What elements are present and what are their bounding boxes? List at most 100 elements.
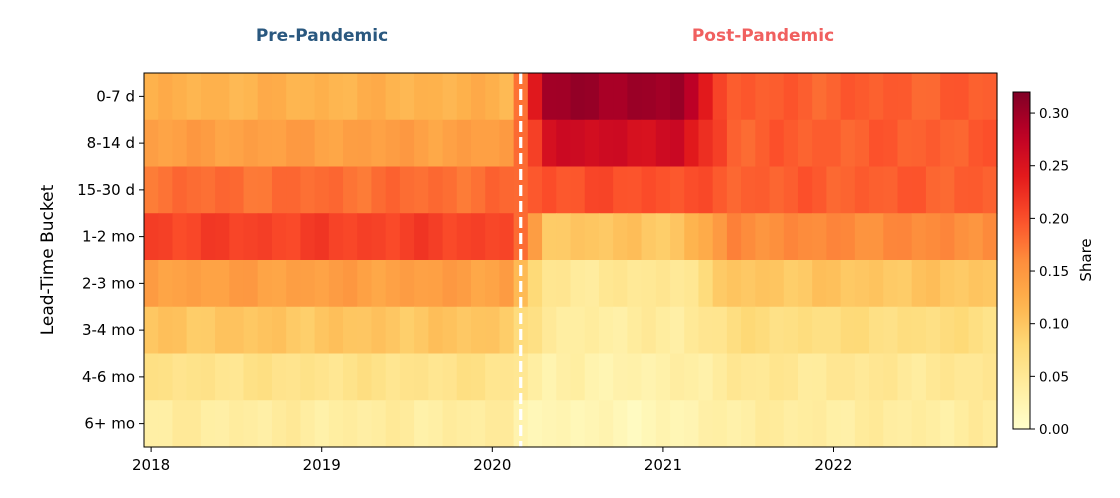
- heatmap-cell: [456, 306, 472, 355]
- heatmap-cell: [613, 260, 628, 308]
- heatmap-cell: [257, 166, 273, 214]
- heatmap-cell: [499, 119, 515, 168]
- heatmap-cell: [584, 306, 600, 355]
- heatmap-cell: [925, 306, 941, 355]
- heatmap-cell: [940, 119, 955, 168]
- heatmap-cell: [385, 260, 401, 308]
- heatmap-cell: [399, 73, 415, 121]
- y-tick-label: 1-2 mo: [82, 228, 135, 246]
- heatmap-cell: [357, 119, 373, 168]
- heatmap-cell: [300, 400, 316, 448]
- heatmap-cell: [527, 260, 543, 308]
- heatmap-cell: [968, 353, 984, 401]
- heatmap-cell: [200, 400, 216, 448]
- heatmap-cell: [726, 73, 742, 121]
- heatmap-cell: [343, 260, 358, 308]
- heatmap-cell: [570, 400, 586, 448]
- heatmap-cell: [200, 260, 216, 308]
- y-tick-label: 3-4 mo: [82, 321, 135, 339]
- heatmap-cell: [627, 73, 643, 121]
- heatmap-cell: [769, 73, 785, 121]
- heatmap-cell: [556, 166, 572, 214]
- heatmap-cell: [883, 306, 899, 355]
- heatmap-cell: [982, 213, 998, 261]
- heatmap-cell: [485, 119, 501, 168]
- heatmap-cell: [300, 166, 316, 214]
- heatmap-cell: [641, 73, 657, 121]
- heatmap-cell: [499, 260, 515, 308]
- heatmap-cell: [428, 260, 444, 308]
- heatmap-cell: [328, 73, 344, 121]
- heatmap-cell: [712, 213, 728, 261]
- heatmap-cell: [741, 73, 756, 121]
- heatmap-cell: [470, 353, 486, 401]
- heatmap-cell: [670, 213, 685, 261]
- heatmap-cell: [172, 353, 188, 401]
- heatmap-cell: [300, 213, 316, 261]
- y-tick-label: 0-7 d: [96, 87, 135, 105]
- heatmap-cell: [314, 213, 330, 261]
- heatmap-cell: [854, 400, 870, 448]
- heatmap-cell: [854, 166, 870, 214]
- heatmap-cell: [812, 119, 827, 168]
- heatmap-cell: [982, 119, 998, 168]
- heatmap-cell: [470, 73, 486, 121]
- heatmap-cell: [726, 353, 742, 401]
- heatmap-cell: [456, 260, 472, 308]
- heatmap-cell: [158, 166, 174, 214]
- heatmap-cell: [172, 213, 188, 261]
- heatmap-cell: [684, 353, 700, 401]
- heatmap-cell: [897, 306, 913, 355]
- heatmap-cell: [215, 400, 230, 448]
- heatmap-cell: [840, 73, 856, 121]
- heatmap-cell: [940, 306, 955, 355]
- heatmap-cell: [414, 400, 429, 448]
- heatmap-cell: [982, 353, 998, 401]
- heatmap-cell: [869, 119, 884, 168]
- heatmap-cell: [172, 73, 188, 121]
- heatmap-cell: [769, 166, 785, 214]
- heatmap-cell: [840, 119, 856, 168]
- heatmap-cell: [911, 260, 927, 308]
- heatmap-cell: [456, 353, 472, 401]
- heatmap-cell: [556, 260, 572, 308]
- heatmap-cell: [300, 353, 316, 401]
- heatmap-cell: [968, 306, 984, 355]
- heatmap-cell: [670, 353, 685, 401]
- heatmap-cell: [286, 73, 301, 121]
- heatmap-cell: [726, 400, 742, 448]
- heatmap-cell: [940, 213, 955, 261]
- heatmap-cell: [755, 73, 771, 121]
- y-tick-label: 2-3 mo: [82, 274, 135, 292]
- heatmap-cell: [456, 166, 472, 214]
- heatmap-cell: [257, 306, 273, 355]
- heatmap-cell: [584, 119, 600, 168]
- heatmap-cell: [641, 213, 657, 261]
- heatmap-cell: [627, 353, 643, 401]
- heatmap-cell: [456, 400, 472, 448]
- heatmap-cell: [613, 213, 628, 261]
- heatmap-cell: [954, 73, 970, 121]
- heatmap-cell: [343, 213, 358, 261]
- heatmap-cell: [726, 260, 742, 308]
- heatmap-cell: [300, 260, 316, 308]
- heatmap-cell: [854, 119, 870, 168]
- heatmap-cell: [584, 400, 600, 448]
- heatmap-cell: [399, 166, 415, 214]
- heatmap-cell: [286, 353, 301, 401]
- heatmap-cell: [428, 306, 444, 355]
- heatmap-cell: [883, 400, 899, 448]
- heatmap-cell: [271, 73, 287, 121]
- heatmap-cell: [257, 400, 273, 448]
- heatmap-cell: [598, 119, 614, 168]
- heatmap-cell: [357, 353, 373, 401]
- heatmap-cell: [940, 260, 955, 308]
- heatmap-cell: [357, 213, 373, 261]
- heatmap-cell: [598, 73, 614, 121]
- heatmap-cell: [925, 213, 941, 261]
- heatmap-cell: [755, 213, 771, 261]
- heatmap-cell: [542, 400, 557, 448]
- heatmap-cell: [485, 213, 501, 261]
- heatmap-cell: [712, 73, 728, 121]
- heatmap-cell: [741, 166, 756, 214]
